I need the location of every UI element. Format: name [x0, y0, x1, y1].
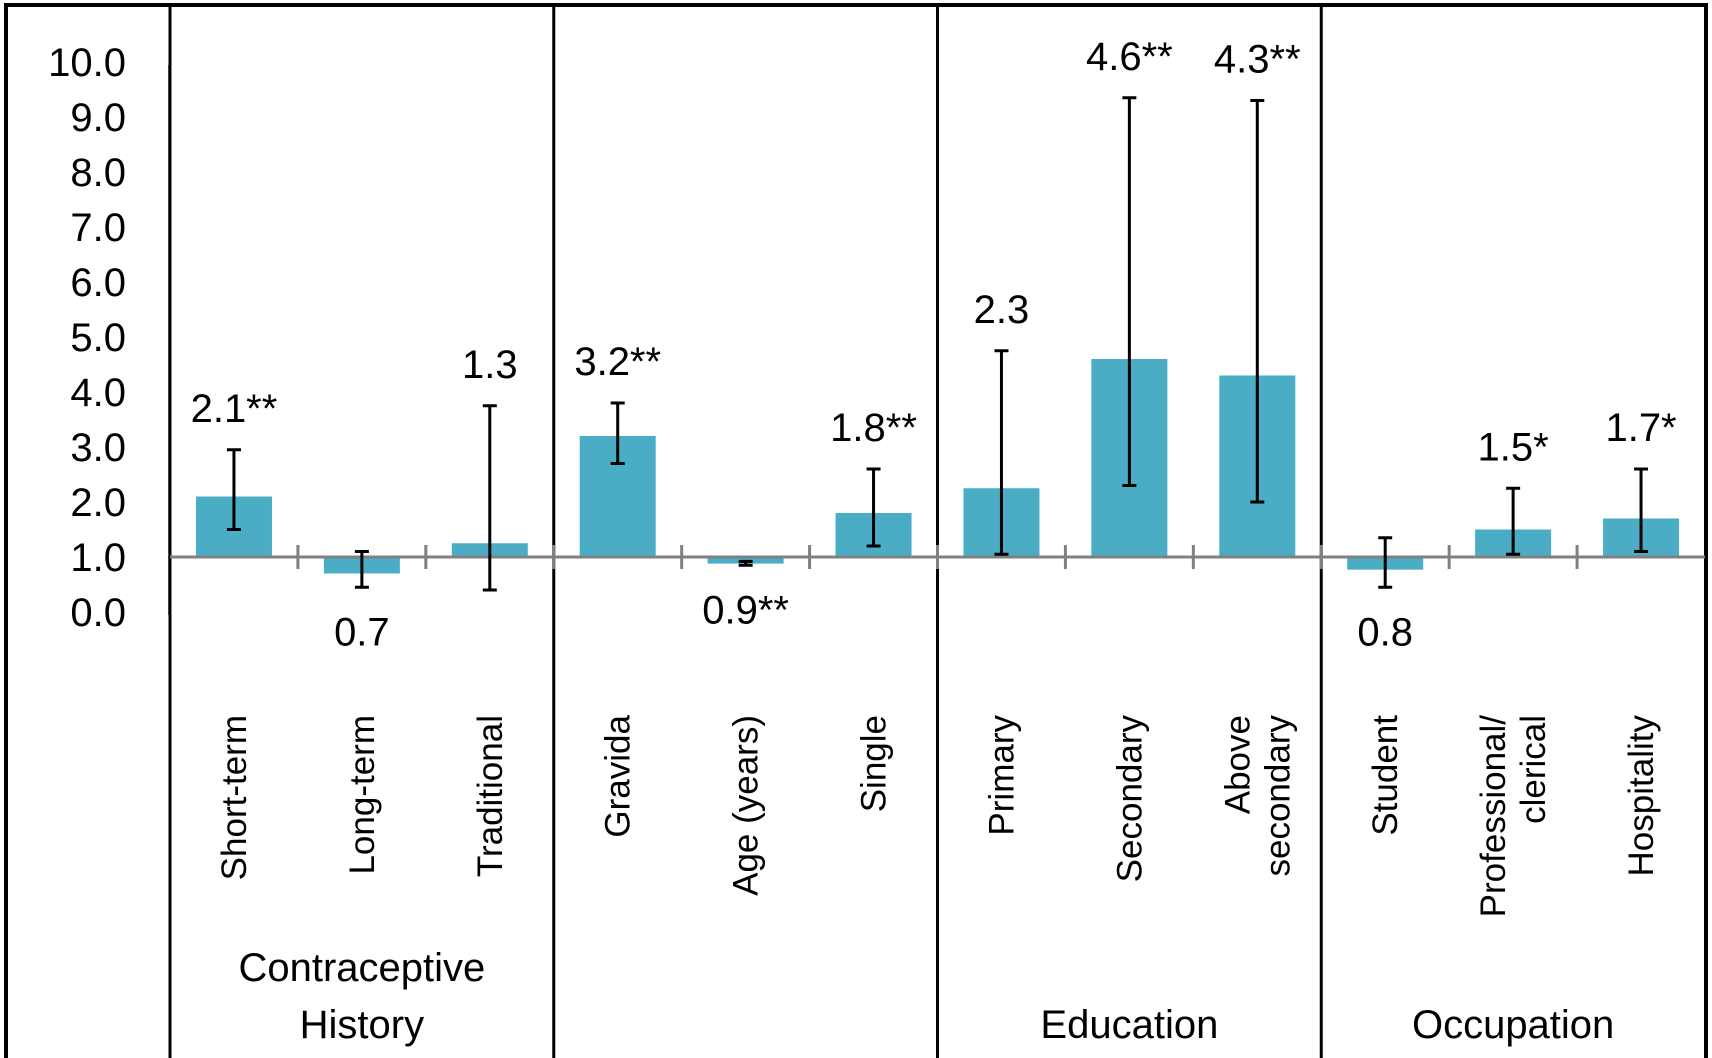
data-label: 1.3 — [462, 343, 518, 387]
data-label: 4.6** — [1086, 35, 1173, 79]
data-label: 3.2** — [574, 340, 661, 384]
y-tick-label: 5.0 — [70, 316, 126, 360]
category-label: Long-term — [343, 715, 382, 875]
y-tick-label: 6.0 — [70, 261, 126, 305]
category-label: Student — [1366, 715, 1405, 836]
category-label: Gravida — [599, 714, 638, 837]
data-label: 2.1** — [191, 387, 278, 431]
data-label: 4.3** — [1214, 38, 1301, 82]
data-label: 0.8 — [1357, 610, 1413, 654]
group-label: History — [300, 1003, 424, 1047]
data-label: 1.5* — [1478, 425, 1549, 469]
category-label: Short-term — [215, 715, 254, 880]
y-tick-label: 0.0 — [70, 591, 126, 635]
category-label: Secondary — [1110, 715, 1149, 883]
data-label: 2.3 — [974, 288, 1030, 332]
group-label: Education — [1040, 1003, 1218, 1047]
y-tick-label: 7.0 — [70, 206, 126, 250]
group-label: Contraceptive — [238, 946, 485, 990]
data-label: 1.7* — [1605, 406, 1676, 450]
category-label: Professional/ — [1474, 715, 1513, 918]
data-label: 0.7 — [334, 610, 390, 654]
group-label: Occupation — [1412, 1003, 1614, 1047]
category-label: Traditional — [471, 715, 510, 877]
category-label: Single — [855, 715, 894, 812]
plot-area: 0.0 1.0 2.0 3.0 4.0 5.0 6.0 7.0 8.0 9.0 10.0 2.1** 0… — [48, 5, 1705, 1058]
category-label: clerical — [1514, 715, 1553, 824]
category-label: Above — [1218, 715, 1257, 814]
category-label: Age (years) — [727, 715, 766, 896]
category-label: Hospitality — [1622, 715, 1661, 877]
y-tick-label: 1.0 — [70, 536, 126, 580]
y-tick-label: 3.0 — [70, 426, 126, 470]
y-tick-label: 4.0 — [70, 371, 126, 415]
data-label: 0.9** — [702, 588, 789, 632]
y-tick-label: 2.0 — [70, 481, 126, 525]
data-label: 1.8** — [830, 406, 917, 450]
y-tick-label: 9.0 — [70, 96, 126, 140]
y-tick-label: 8.0 — [70, 151, 126, 195]
category-label: Primary — [982, 715, 1021, 836]
chart-frame — [4, 3, 1708, 1058]
category-label: secondary — [1258, 715, 1297, 877]
y-tick-label: 10.0 — [48, 41, 126, 85]
